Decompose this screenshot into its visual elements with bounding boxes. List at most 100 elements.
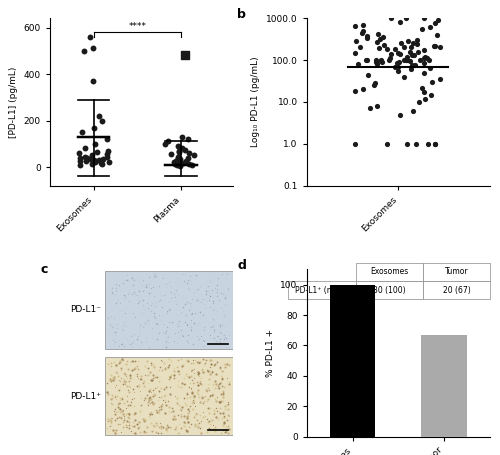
Point: [202, 300, 209, 308]
Point: [411, 61, 419, 69]
Point: [111, 392, 119, 399]
Point: [184, 321, 192, 329]
Point: [210, 379, 218, 386]
Point: [206, 420, 214, 428]
Point: [182, 370, 190, 378]
Point: [174, 269, 182, 277]
Point: [164, 318, 172, 326]
Point: [220, 313, 228, 321]
Point: [146, 280, 154, 287]
Point: [396, 58, 404, 66]
Point: [414, 40, 422, 48]
Point: [209, 380, 217, 388]
Point: [222, 360, 230, 368]
Point: [363, 56, 371, 64]
Point: [188, 388, 196, 395]
Point: [404, 38, 412, 45]
Point: [118, 313, 126, 320]
Point: [184, 136, 192, 143]
Point: [116, 396, 124, 403]
Point: [216, 364, 224, 371]
Point: [136, 324, 143, 331]
Point: [196, 292, 204, 299]
Point: [201, 393, 209, 400]
Point: [175, 370, 183, 378]
Point: [218, 289, 226, 296]
Point: [184, 390, 192, 398]
Point: [160, 291, 168, 298]
Point: [76, 162, 84, 169]
Point: [212, 332, 220, 339]
Point: [182, 401, 190, 408]
Point: [144, 316, 152, 324]
Point: [136, 408, 144, 415]
Point: [120, 310, 128, 317]
Point: [88, 160, 96, 167]
Point: [184, 418, 192, 425]
Point: [136, 322, 144, 329]
Point: [126, 340, 134, 347]
Point: [165, 407, 173, 415]
Point: [208, 417, 216, 424]
Point: [114, 407, 122, 415]
Point: [185, 423, 193, 430]
Point: [128, 337, 136, 344]
Point: [216, 379, 224, 386]
Point: [113, 321, 121, 328]
Point: [126, 374, 134, 382]
Point: [184, 149, 192, 157]
Point: [174, 383, 182, 390]
Point: [104, 415, 112, 423]
Point: [110, 359, 118, 366]
Point: [351, 22, 359, 30]
Point: [162, 140, 170, 147]
Point: [356, 44, 364, 51]
Point: [202, 359, 209, 367]
Point: [156, 317, 164, 324]
Point: [178, 145, 186, 152]
Point: [146, 410, 154, 417]
Point: [176, 410, 184, 417]
Point: [146, 394, 154, 401]
Point: [196, 308, 203, 316]
Point: [114, 420, 122, 428]
Point: [106, 418, 114, 425]
Point: [164, 339, 172, 346]
Point: [136, 383, 143, 390]
Point: [180, 422, 188, 429]
Point: [220, 384, 228, 391]
Point: [397, 40, 405, 47]
Point: [188, 309, 196, 317]
Point: [111, 332, 119, 339]
Point: [168, 372, 175, 379]
Point: [110, 373, 118, 380]
Point: [151, 314, 159, 321]
Point: [178, 133, 186, 141]
Point: [219, 426, 227, 434]
Point: [352, 37, 360, 44]
Point: [110, 290, 118, 298]
Point: [134, 357, 142, 364]
Point: [107, 377, 115, 384]
Point: [128, 340, 136, 347]
Point: [122, 381, 130, 388]
Point: [133, 274, 141, 282]
Point: [132, 341, 140, 349]
Point: [190, 398, 198, 405]
Point: [200, 414, 207, 421]
Point: [188, 389, 196, 397]
Point: [164, 423, 172, 430]
Point: [195, 319, 203, 327]
Point: [150, 271, 158, 278]
Point: [102, 154, 110, 161]
Point: [151, 384, 159, 392]
Point: [222, 271, 230, 278]
Point: [138, 379, 146, 386]
Point: [212, 423, 220, 430]
Point: [137, 375, 145, 383]
Point: [170, 372, 178, 379]
Point: [214, 340, 222, 347]
Point: [188, 311, 196, 318]
Point: [140, 323, 148, 330]
Point: [130, 282, 138, 289]
